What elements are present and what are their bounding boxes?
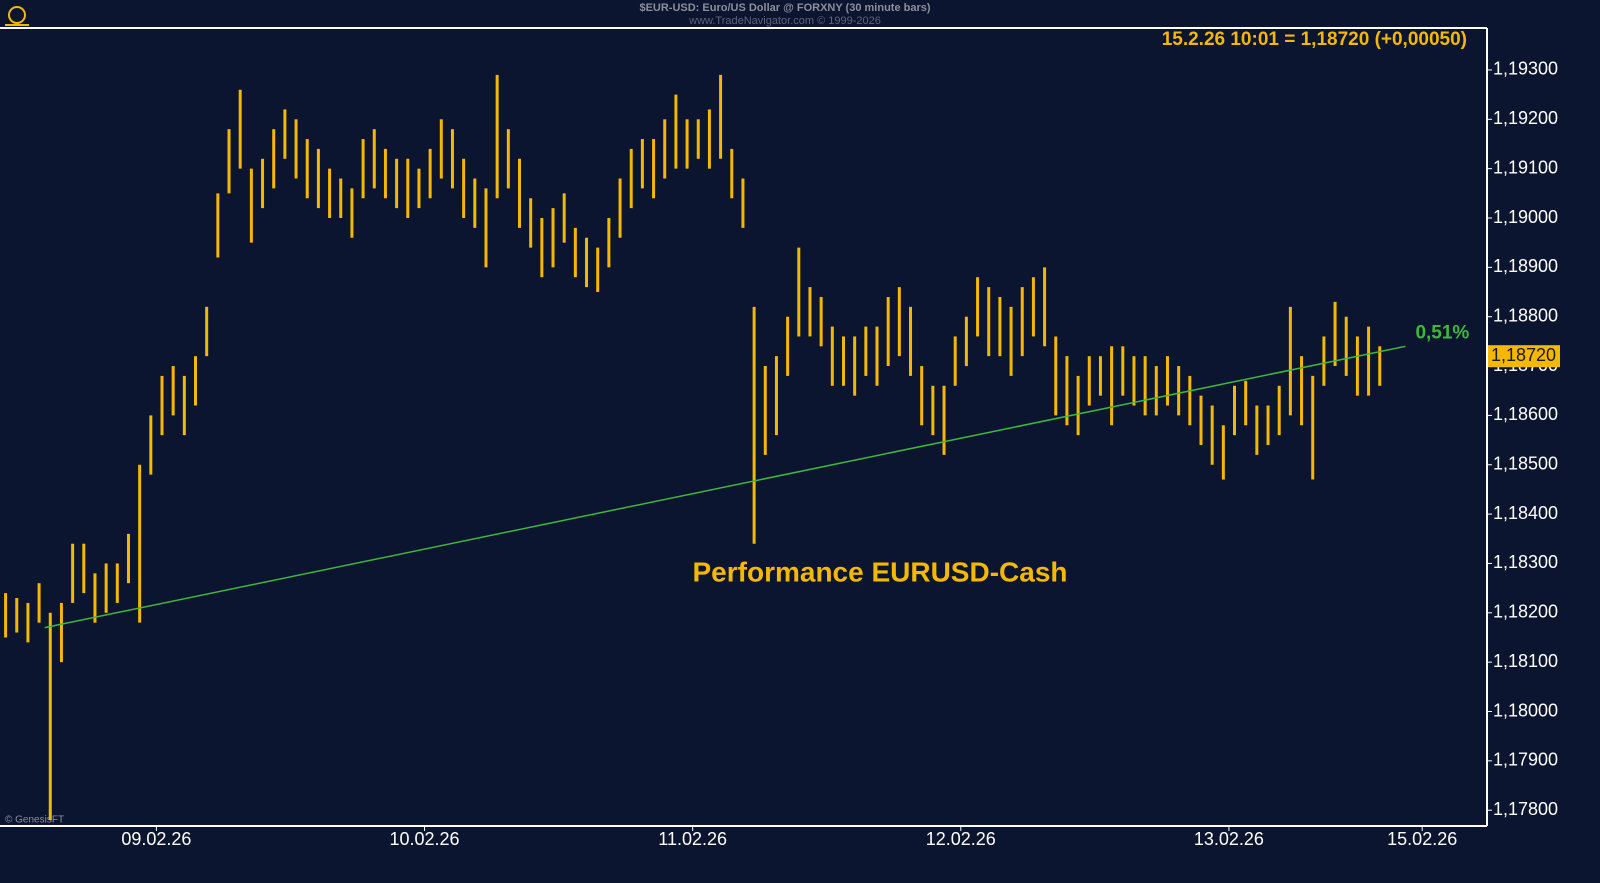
x-tick-label: 10.02.26 (389, 829, 459, 849)
y-tick-label: 1,18200 (1493, 602, 1558, 622)
y-tick-label: 1,17800 (1493, 799, 1558, 819)
y-tick-label: 1,18100 (1493, 651, 1558, 671)
trend-line (44, 345, 1406, 629)
last-price-label: 1,18720 (1491, 345, 1556, 365)
y-tick-label: 1,19000 (1493, 207, 1558, 227)
y-tick-label: 1,18000 (1493, 700, 1558, 720)
logo (5, 6, 29, 26)
y-tick-label: 1,19300 (1493, 59, 1558, 79)
trend-label: 0,51% (1415, 322, 1469, 343)
annotation: Performance EURUSD-Cash (693, 556, 1068, 587)
y-tick-label: 1,18300 (1493, 552, 1558, 572)
y-tick-label: 1,19100 (1493, 157, 1558, 177)
x-tick-label: 13.02.26 (1194, 829, 1264, 849)
logo-ring (8, 6, 26, 24)
x-tick-label: 09.02.26 (121, 829, 191, 849)
chart-subtitle: www.TradeNavigator.com © 1999-2026 (688, 15, 881, 27)
y-tick-label: 1,18900 (1493, 256, 1558, 276)
last-price-box (1488, 345, 1560, 368)
y-tick-label: 1,17900 (1493, 750, 1558, 770)
y-tick-label: 1,18500 (1493, 454, 1558, 474)
quote: 15.2.26 10:01 = 1,18720 (+0,00050) (1162, 29, 1467, 50)
credit: © GenesisFT (5, 815, 64, 826)
x-tick-label: 11.02.26 (658, 829, 727, 849)
y-tick-label: 1,19200 (1493, 108, 1558, 128)
x-tick-label: 12.02.26 (926, 829, 996, 849)
y-tick-label: 1,18800 (1493, 305, 1558, 325)
y-tick-label: 1,18400 (1493, 503, 1558, 523)
x-tick-label: 15.02.26 (1387, 829, 1457, 849)
chart-title: $EUR-USD: Euro/US Dollar @ FORXNY (30 mi… (639, 2, 930, 14)
y-tick-label: 1,18600 (1493, 404, 1558, 424)
